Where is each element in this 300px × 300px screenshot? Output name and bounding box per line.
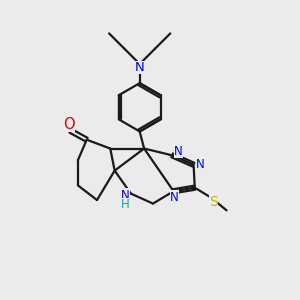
Text: N: N xyxy=(196,158,204,171)
Text: N: N xyxy=(121,188,130,202)
Text: H: H xyxy=(121,198,129,211)
Text: N: N xyxy=(170,190,179,204)
Text: N: N xyxy=(135,61,145,74)
Text: O: O xyxy=(63,117,75,132)
Text: N: N xyxy=(174,145,183,158)
Text: S: S xyxy=(209,195,218,209)
